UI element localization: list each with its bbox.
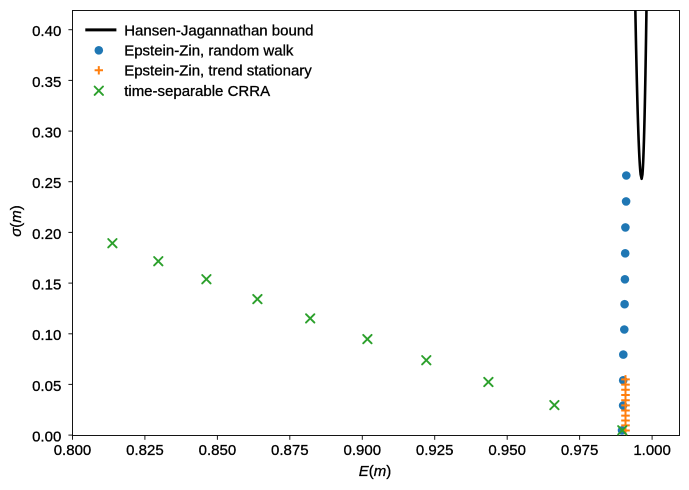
svg-text:0.25: 0.25 [32,175,61,192]
svg-text:1.000: 1.000 [633,442,671,459]
svg-text:0.900: 0.900 [344,442,382,459]
svg-text:Hansen-Jagannathan bound: Hansen-Jagannathan bound [124,22,313,39]
svg-text:σ(m): σ(m) [8,205,25,237]
svg-text:0.35: 0.35 [32,74,61,91]
svg-text:E(m): E(m) [359,463,392,480]
svg-text:time-separable CRRA: time-separable CRRA [124,83,270,100]
svg-text:0.875: 0.875 [271,442,309,459]
svg-text:0.800: 0.800 [54,442,92,459]
svg-text:0.40: 0.40 [32,23,61,40]
svg-text:0.30: 0.30 [32,125,61,142]
svg-text:0.20: 0.20 [32,226,61,243]
svg-text:Epstein-Zin, trend stationary: Epstein-Zin, trend stationary [124,63,312,80]
svg-text:0.950: 0.950 [488,442,526,459]
svg-text:0.10: 0.10 [32,327,61,344]
svg-text:0.975: 0.975 [561,442,599,459]
svg-text:0.05: 0.05 [32,378,61,395]
svg-text:0.825: 0.825 [126,442,164,459]
svg-text:0.00: 0.00 [32,429,61,446]
svg-text:Epstein-Zin, random walk: Epstein-Zin, random walk [124,43,294,60]
svg-text:0.15: 0.15 [32,277,61,294]
svg-text:0.850: 0.850 [199,442,237,459]
svg-text:0.925: 0.925 [416,442,454,459]
